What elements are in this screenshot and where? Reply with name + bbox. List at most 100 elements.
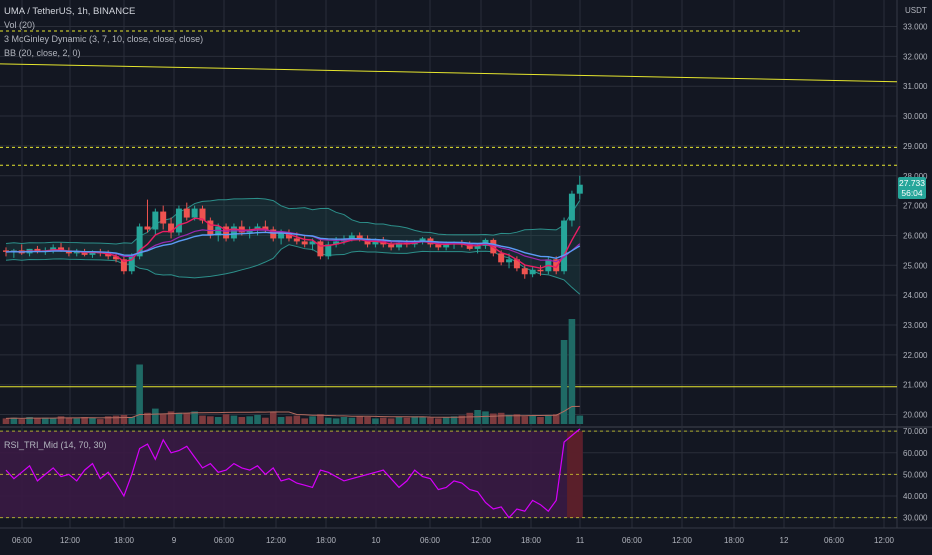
candle-body (183, 208, 190, 218)
volume-bar (309, 416, 316, 424)
volume-bar (152, 408, 159, 424)
price-tick-label: 29.000 (903, 142, 928, 151)
candle-body (325, 244, 332, 257)
volume-bar (97, 419, 104, 424)
rsi-tick-label: 50.000 (903, 470, 928, 479)
volume-bar (207, 416, 214, 424)
price-tick-label: 24.000 (903, 291, 928, 300)
symbol-legend[interactable]: UMA / TetherUS, 1h, BINANCE (4, 6, 136, 17)
rsi-tick-label: 60.000 (903, 449, 928, 458)
candle-body (191, 208, 198, 218)
candle-countdown: 56:04 (901, 188, 923, 198)
time-tick-label: 11 (576, 536, 585, 545)
volume-bar (81, 417, 88, 424)
volume-bar (521, 416, 529, 424)
candle-body (113, 256, 120, 260)
time-tick-label: 06:00 (12, 536, 33, 545)
volume-bar (89, 417, 96, 424)
volume-bar (230, 415, 238, 424)
volume-bar (387, 418, 395, 424)
volume-bar (356, 416, 363, 424)
candle-body (466, 244, 473, 249)
last-price: 27.733 (899, 178, 925, 188)
volume-bar (49, 418, 57, 424)
price-tick-label: 28.000 (903, 172, 928, 181)
trend-line (0, 63, 898, 83)
price-tick-label: 30.000 (903, 112, 928, 121)
volume-bar (285, 416, 293, 424)
volume-bar (427, 417, 434, 424)
volume-bars (2, 319, 584, 424)
pane-separator (0, 426, 932, 428)
time-tick-label: 18:00 (724, 536, 745, 545)
volume-bar (42, 417, 49, 424)
price-tick-label: 23.000 (903, 321, 928, 330)
volume-bar (144, 412, 151, 424)
mcginley-slow (5, 231, 581, 260)
volume-bar (458, 415, 466, 424)
volume-bar (175, 412, 183, 424)
horizontal-lines (0, 30, 898, 388)
rsi-overbought-highlight (567, 431, 583, 518)
candle-body (568, 193, 575, 221)
mcginley-lines (5, 217, 581, 269)
volume-bar (65, 417, 73, 424)
candle-body (215, 226, 222, 236)
rsi-tick-label: 30.000 (903, 514, 928, 523)
price-tick-label: 25.000 (903, 261, 928, 270)
candle-body (435, 244, 442, 248)
candle-body (285, 232, 292, 239)
rsi-legend[interactable]: RSI_TRI_Mid (14, 70, 30) (4, 440, 107, 450)
time-tick-label: 12:00 (874, 536, 895, 545)
candle-body (309, 241, 316, 245)
candle-body (529, 269, 536, 275)
price-tick-label: 27.000 (903, 202, 928, 211)
volume-legend[interactable]: Vol (20) (4, 20, 36, 30)
candle-body (498, 253, 505, 263)
candle-body (419, 238, 426, 242)
volume-bar (529, 415, 536, 424)
volume-bar (552, 414, 560, 424)
candle-body (262, 226, 269, 230)
volume-bar (159, 414, 167, 424)
bollinger-bands (5, 197, 581, 295)
volume-bar (482, 411, 489, 424)
rsi-line (5, 428, 581, 519)
volume-bar (167, 411, 175, 424)
price-tick-label: 20.000 (903, 411, 928, 420)
volume-bar (293, 415, 301, 424)
bollinger-legend[interactable]: BB (20, close, 2, 0) (4, 48, 81, 58)
volume-bar (537, 417, 544, 424)
candle-body (136, 226, 143, 257)
rsi-tick-label: 40.000 (903, 492, 928, 501)
volume-bar (450, 416, 458, 424)
candle-body (160, 211, 167, 224)
candle-body (348, 235, 355, 239)
candle-body (333, 241, 340, 245)
candle-body (396, 242, 402, 248)
candle-body (474, 245, 481, 249)
price-badge: 27.733 56:04 (898, 177, 926, 199)
time-axis: 06:00 12:00 18:00 9 06:00 12:00 18:00 10 06:00 12… (12, 536, 895, 545)
price-tick-label: 21.000 (903, 381, 928, 390)
time-tick-label: 18:00 (114, 536, 135, 545)
price-tick-label: 22.000 (903, 351, 928, 360)
time-tick-label: 06:00 (420, 536, 441, 545)
volume-bar (576, 415, 584, 424)
volume-bar (301, 418, 308, 424)
candle-body (58, 247, 65, 251)
candle-body (175, 208, 182, 233)
volume-bar (26, 417, 33, 424)
currency-label: USDT (905, 6, 927, 15)
candle-body (576, 184, 583, 194)
candle-body (561, 220, 568, 272)
volume-bar (269, 412, 277, 424)
candle-body (207, 220, 214, 236)
mcginley-legend[interactable]: 3 McGinley Dynamic (3, 7, 10, close, clo… (4, 34, 204, 44)
volume-bar (199, 415, 206, 424)
time-tick-label: 18:00 (521, 536, 542, 545)
candle-body (230, 226, 237, 239)
time-tick-label: 12:00 (672, 536, 693, 545)
candle-body (278, 232, 285, 239)
